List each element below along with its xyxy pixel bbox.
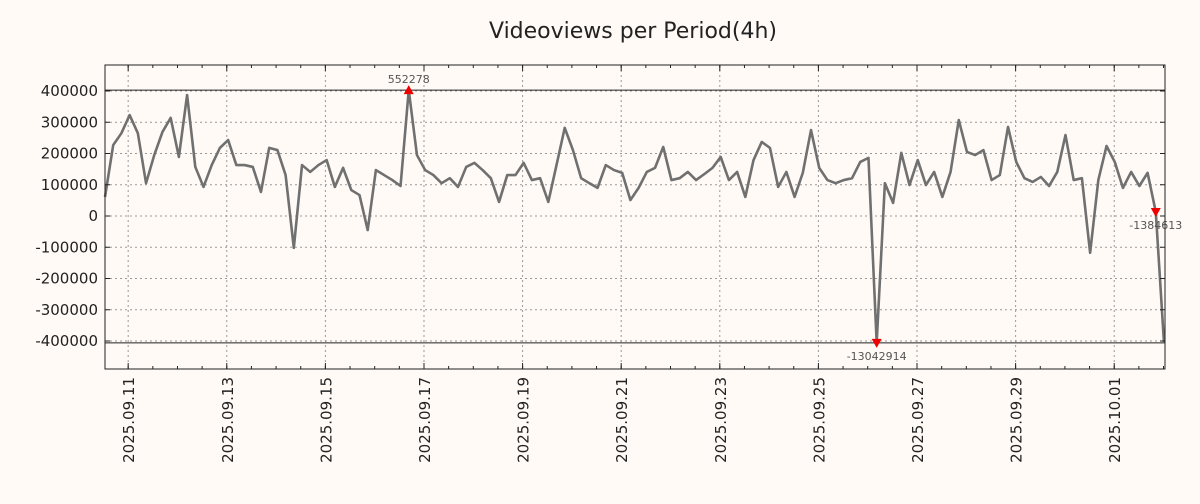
y-tick-label: 100000 <box>41 176 98 194</box>
y-tick-label: -300000 <box>35 301 98 319</box>
y-tick-label: 400000 <box>41 82 98 100</box>
x-tick-label: 2025.09.15 <box>317 377 335 463</box>
min-label: -13042914 <box>847 350 907 363</box>
x-tick-label: 2025.09.11 <box>120 377 138 463</box>
x-tick-label: 2025.09.19 <box>515 377 533 463</box>
x-tick-label: 2025.09.23 <box>712 377 730 463</box>
x-tick-label: 2025.09.13 <box>219 377 237 463</box>
min-label: -1384613 <box>1129 219 1182 232</box>
y-tick-label: -400000 <box>35 332 98 350</box>
x-tick-label: 2025.09.21 <box>613 377 631 463</box>
x-tick-label: 2025.09.25 <box>810 377 828 463</box>
y-tick-label: 300000 <box>41 113 98 131</box>
x-tick-label: 2025.09.27 <box>909 377 927 463</box>
y-tick-label: 0 <box>88 207 98 225</box>
chart-title: Videoviews per Period(4h) <box>489 19 777 44</box>
x-tick-label: 2025.10.01 <box>1106 377 1124 463</box>
y-tick-label: 200000 <box>41 145 98 163</box>
y-tick-label: -100000 <box>35 238 98 256</box>
x-tick-label: 2025.09.29 <box>1008 377 1026 463</box>
y-tick-label: -200000 <box>35 270 98 288</box>
max-label: 552278 <box>388 73 430 86</box>
x-tick-label: 2025.09.17 <box>416 377 434 463</box>
